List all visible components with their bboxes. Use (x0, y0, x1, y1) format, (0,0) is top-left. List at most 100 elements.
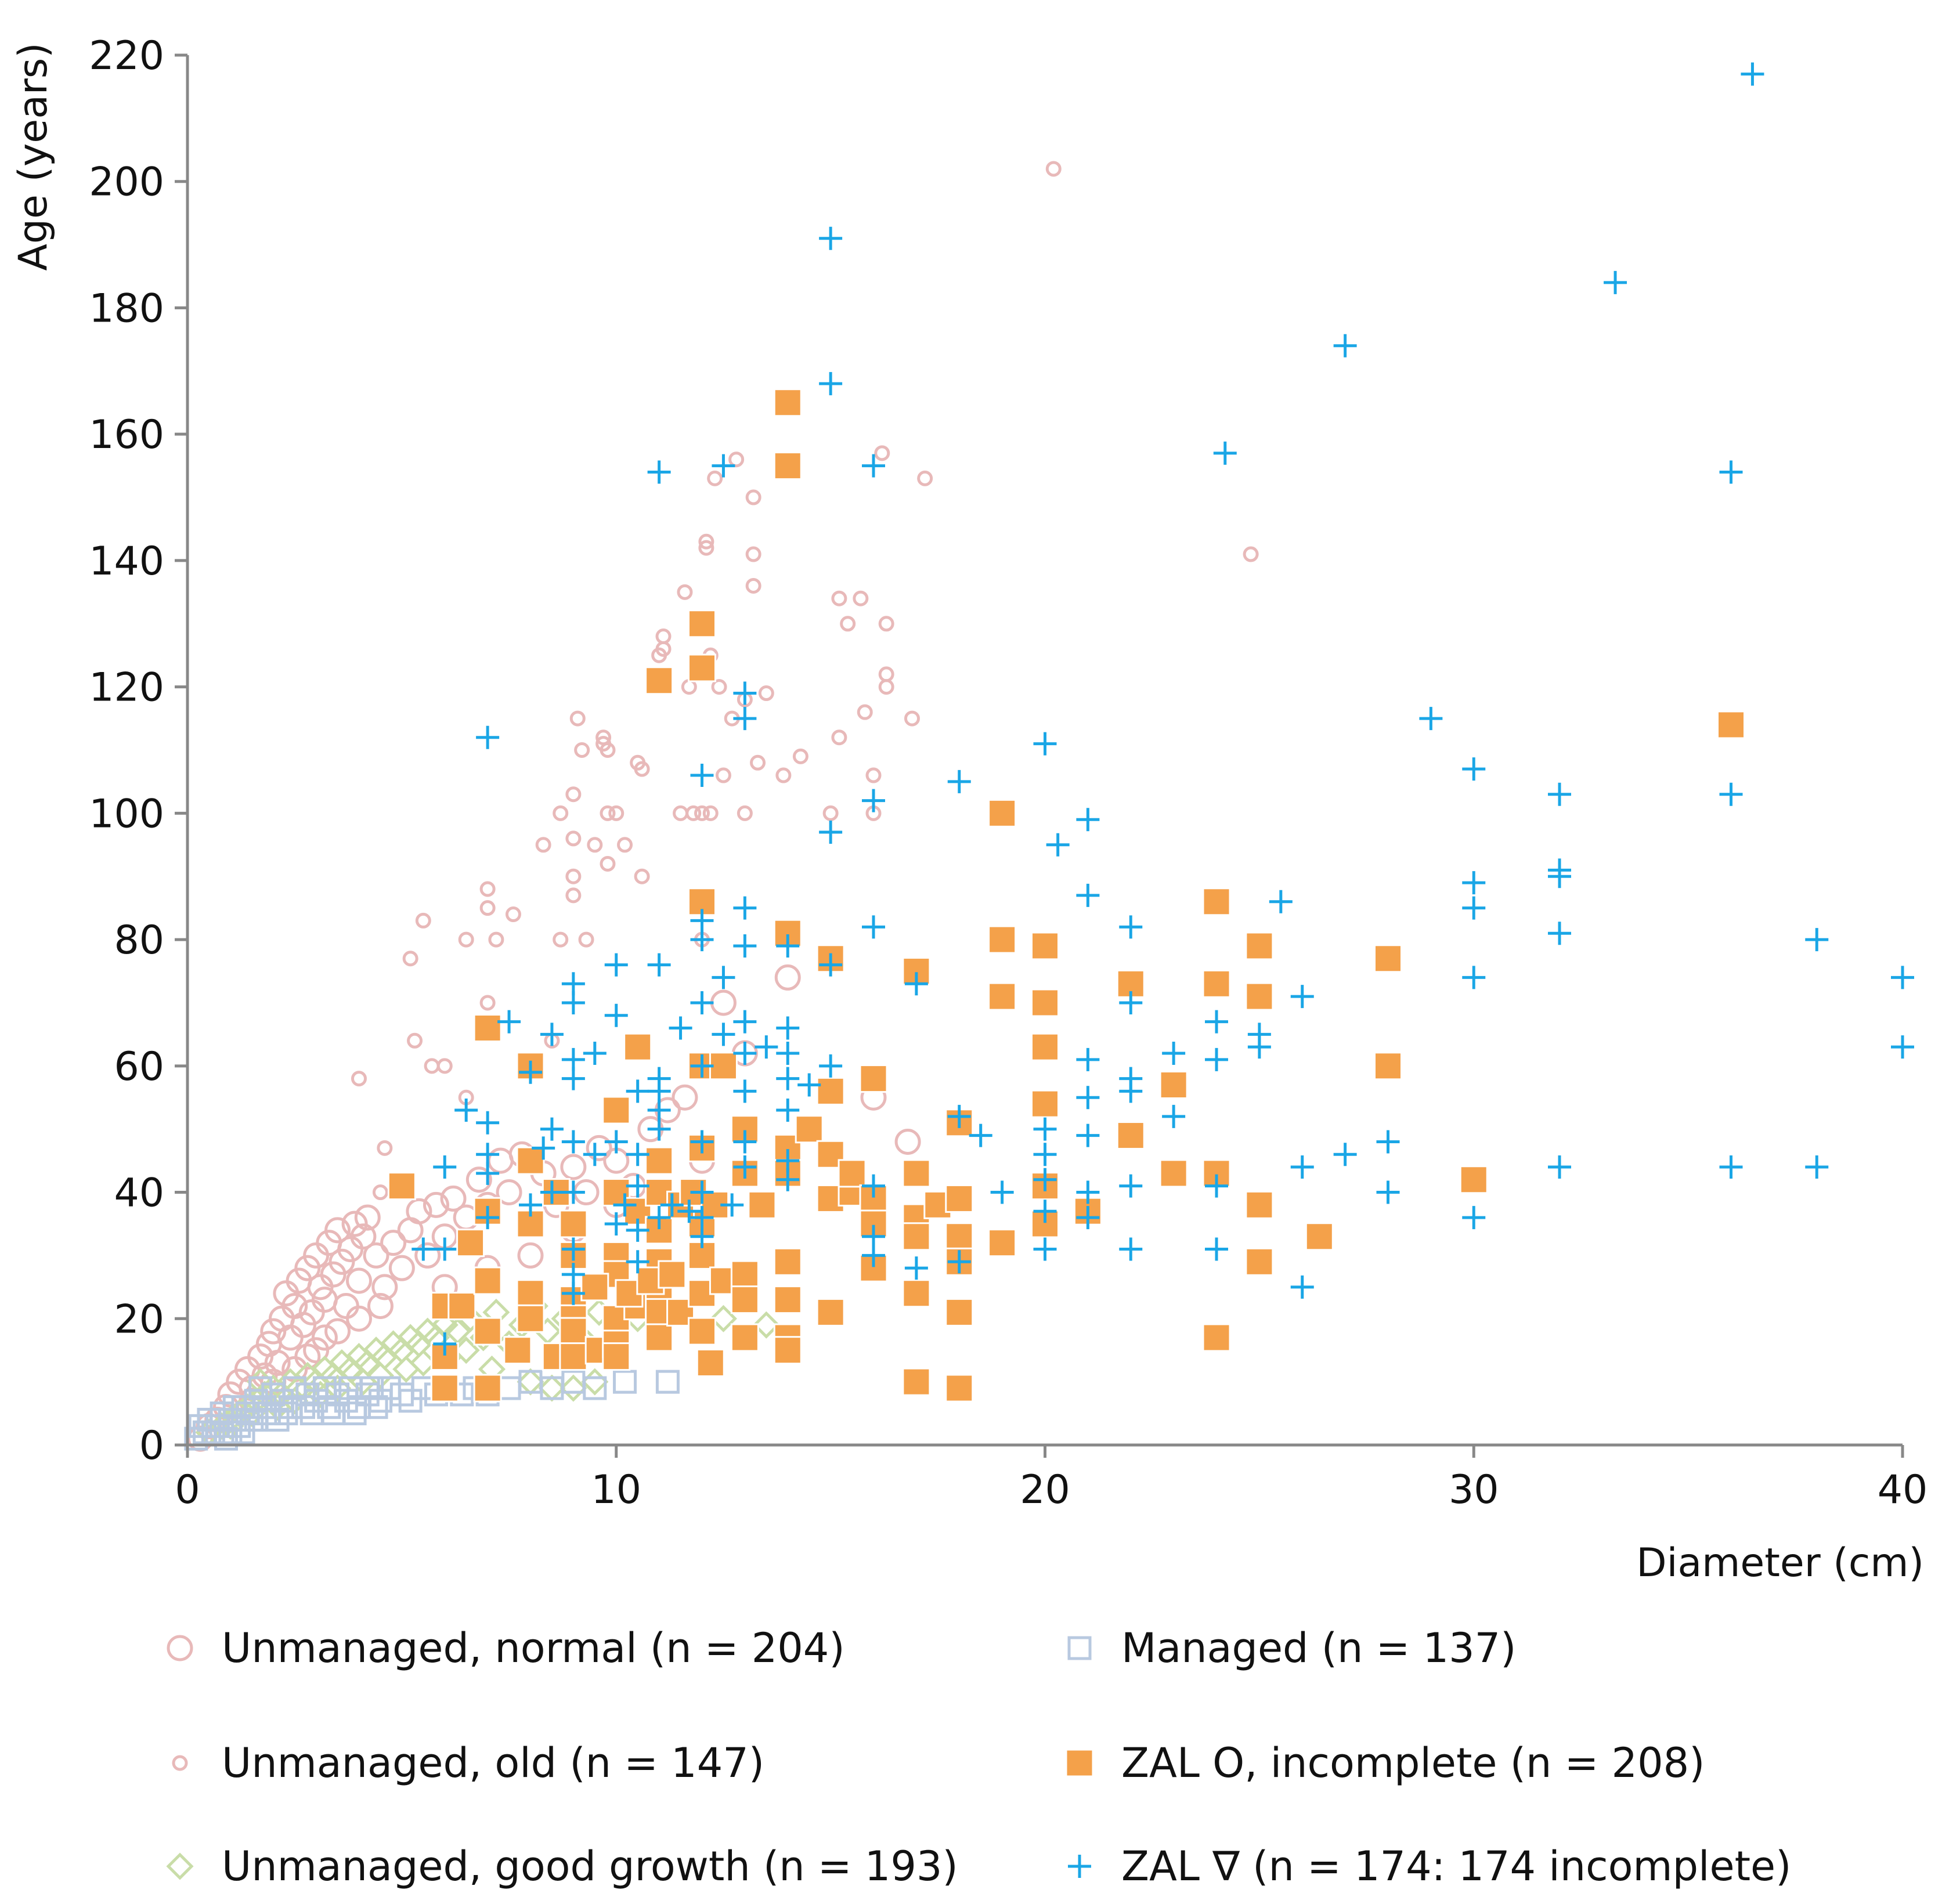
data-point (1076, 1180, 1100, 1204)
data-point (904, 972, 928, 996)
legend-marker (1068, 1855, 1091, 1878)
data-point (608, 805, 625, 821)
data-point (819, 372, 843, 396)
data-point (1076, 1206, 1100, 1230)
data-point (840, 616, 856, 632)
data-point (773, 388, 802, 417)
axes: 0 10 20 30 40 0 20 40 60 80 100 120 140 160 180 200 220… (10, 33, 1927, 1586)
data-point (560, 1154, 587, 1180)
data-point (1290, 1155, 1314, 1179)
data-point (1045, 161, 1062, 177)
data-point (1717, 710, 1745, 739)
data-point (387, 1172, 416, 1201)
data-point (600, 805, 616, 821)
y-tick-label: 80 (114, 917, 164, 963)
data-point (1245, 982, 1274, 1011)
data-point (816, 1298, 845, 1327)
x-tick-label: 40 (1878, 1467, 1928, 1513)
data-point (745, 489, 761, 505)
data-point (1116, 969, 1145, 998)
legend-label: Unmanaged, normal (n = 204) (222, 1624, 845, 1672)
data-point (1205, 1010, 1228, 1034)
data-point (945, 1298, 974, 1327)
data-point (415, 912, 431, 929)
y-tick-label: 220 (89, 33, 164, 79)
data-point (904, 710, 920, 727)
data-point (1031, 931, 1059, 960)
legend-marker (1067, 1636, 1092, 1660)
data-point (602, 1096, 631, 1125)
data-point (569, 710, 586, 727)
data-point (945, 1222, 974, 1251)
data-point (1459, 1165, 1488, 1194)
data-point (688, 887, 716, 916)
data-point (696, 1348, 725, 1377)
data-point (797, 1073, 821, 1097)
data-point (517, 1242, 544, 1269)
data-point (902, 1222, 931, 1251)
data-point (377, 1376, 401, 1400)
data-point (1119, 1237, 1143, 1261)
data-point (583, 1042, 607, 1065)
data-point (587, 837, 603, 853)
data-point (1205, 1174, 1228, 1198)
data-point (1548, 865, 1571, 888)
data-point (945, 1374, 974, 1403)
data-point (458, 931, 474, 948)
y-ticks: 0 20 40 60 80 100 120 140 160 180 200 220 (89, 33, 187, 1469)
legend-label: ZAL O, incomplete (n = 208) (1121, 1739, 1705, 1787)
data-point (758, 685, 774, 702)
data-point (1719, 460, 1743, 484)
data-point (733, 1010, 757, 1034)
data-point (364, 1395, 388, 1419)
data-point (776, 1168, 800, 1191)
data-point (578, 931, 594, 948)
y-tick-label: 200 (89, 160, 164, 205)
data-point (553, 805, 569, 821)
data-point (634, 868, 650, 884)
data-point (710, 989, 737, 1016)
data-point (645, 666, 674, 695)
data-point (360, 1376, 384, 1400)
y-tick-label: 40 (114, 1171, 164, 1216)
data-point (904, 1256, 928, 1280)
series-5 (412, 62, 1914, 1356)
data-point (1333, 1143, 1357, 1166)
data-point (436, 1058, 453, 1074)
legend-item: ZAL ∇ (n = 174: 174 incomplete) (1068, 1843, 1791, 1890)
y-tick-label: 180 (89, 286, 164, 331)
data-point (311, 1287, 338, 1313)
data-point (865, 767, 882, 783)
data-point (1243, 546, 1259, 562)
data-point (274, 1401, 298, 1426)
data-point (1805, 1155, 1829, 1179)
data-point (487, 1147, 514, 1174)
data-point (398, 1389, 423, 1413)
data-point (1290, 1275, 1314, 1299)
data-point (773, 451, 802, 481)
data-point (655, 628, 672, 645)
data-point (479, 995, 496, 1011)
data-point (291, 1395, 315, 1419)
data-point (660, 1193, 684, 1217)
data-point (707, 470, 723, 486)
data-point (730, 1285, 759, 1314)
data-point (626, 1143, 649, 1166)
data-point (201, 1420, 225, 1444)
data-point (733, 1042, 757, 1065)
data-point (1245, 1247, 1274, 1276)
data-point (688, 609, 716, 638)
data-point (535, 837, 551, 853)
data-point (1031, 1089, 1059, 1118)
data-point (1891, 966, 1914, 989)
data-point (583, 1376, 607, 1400)
data-point (947, 1104, 971, 1128)
data-point (677, 1200, 701, 1223)
data-point (440, 1185, 467, 1212)
data-point (1419, 707, 1443, 731)
data-point (604, 953, 628, 977)
data-point (1202, 1323, 1231, 1352)
data-point (1119, 915, 1143, 939)
x-tick-label: 30 (1449, 1467, 1499, 1513)
data-point (645, 1146, 674, 1175)
